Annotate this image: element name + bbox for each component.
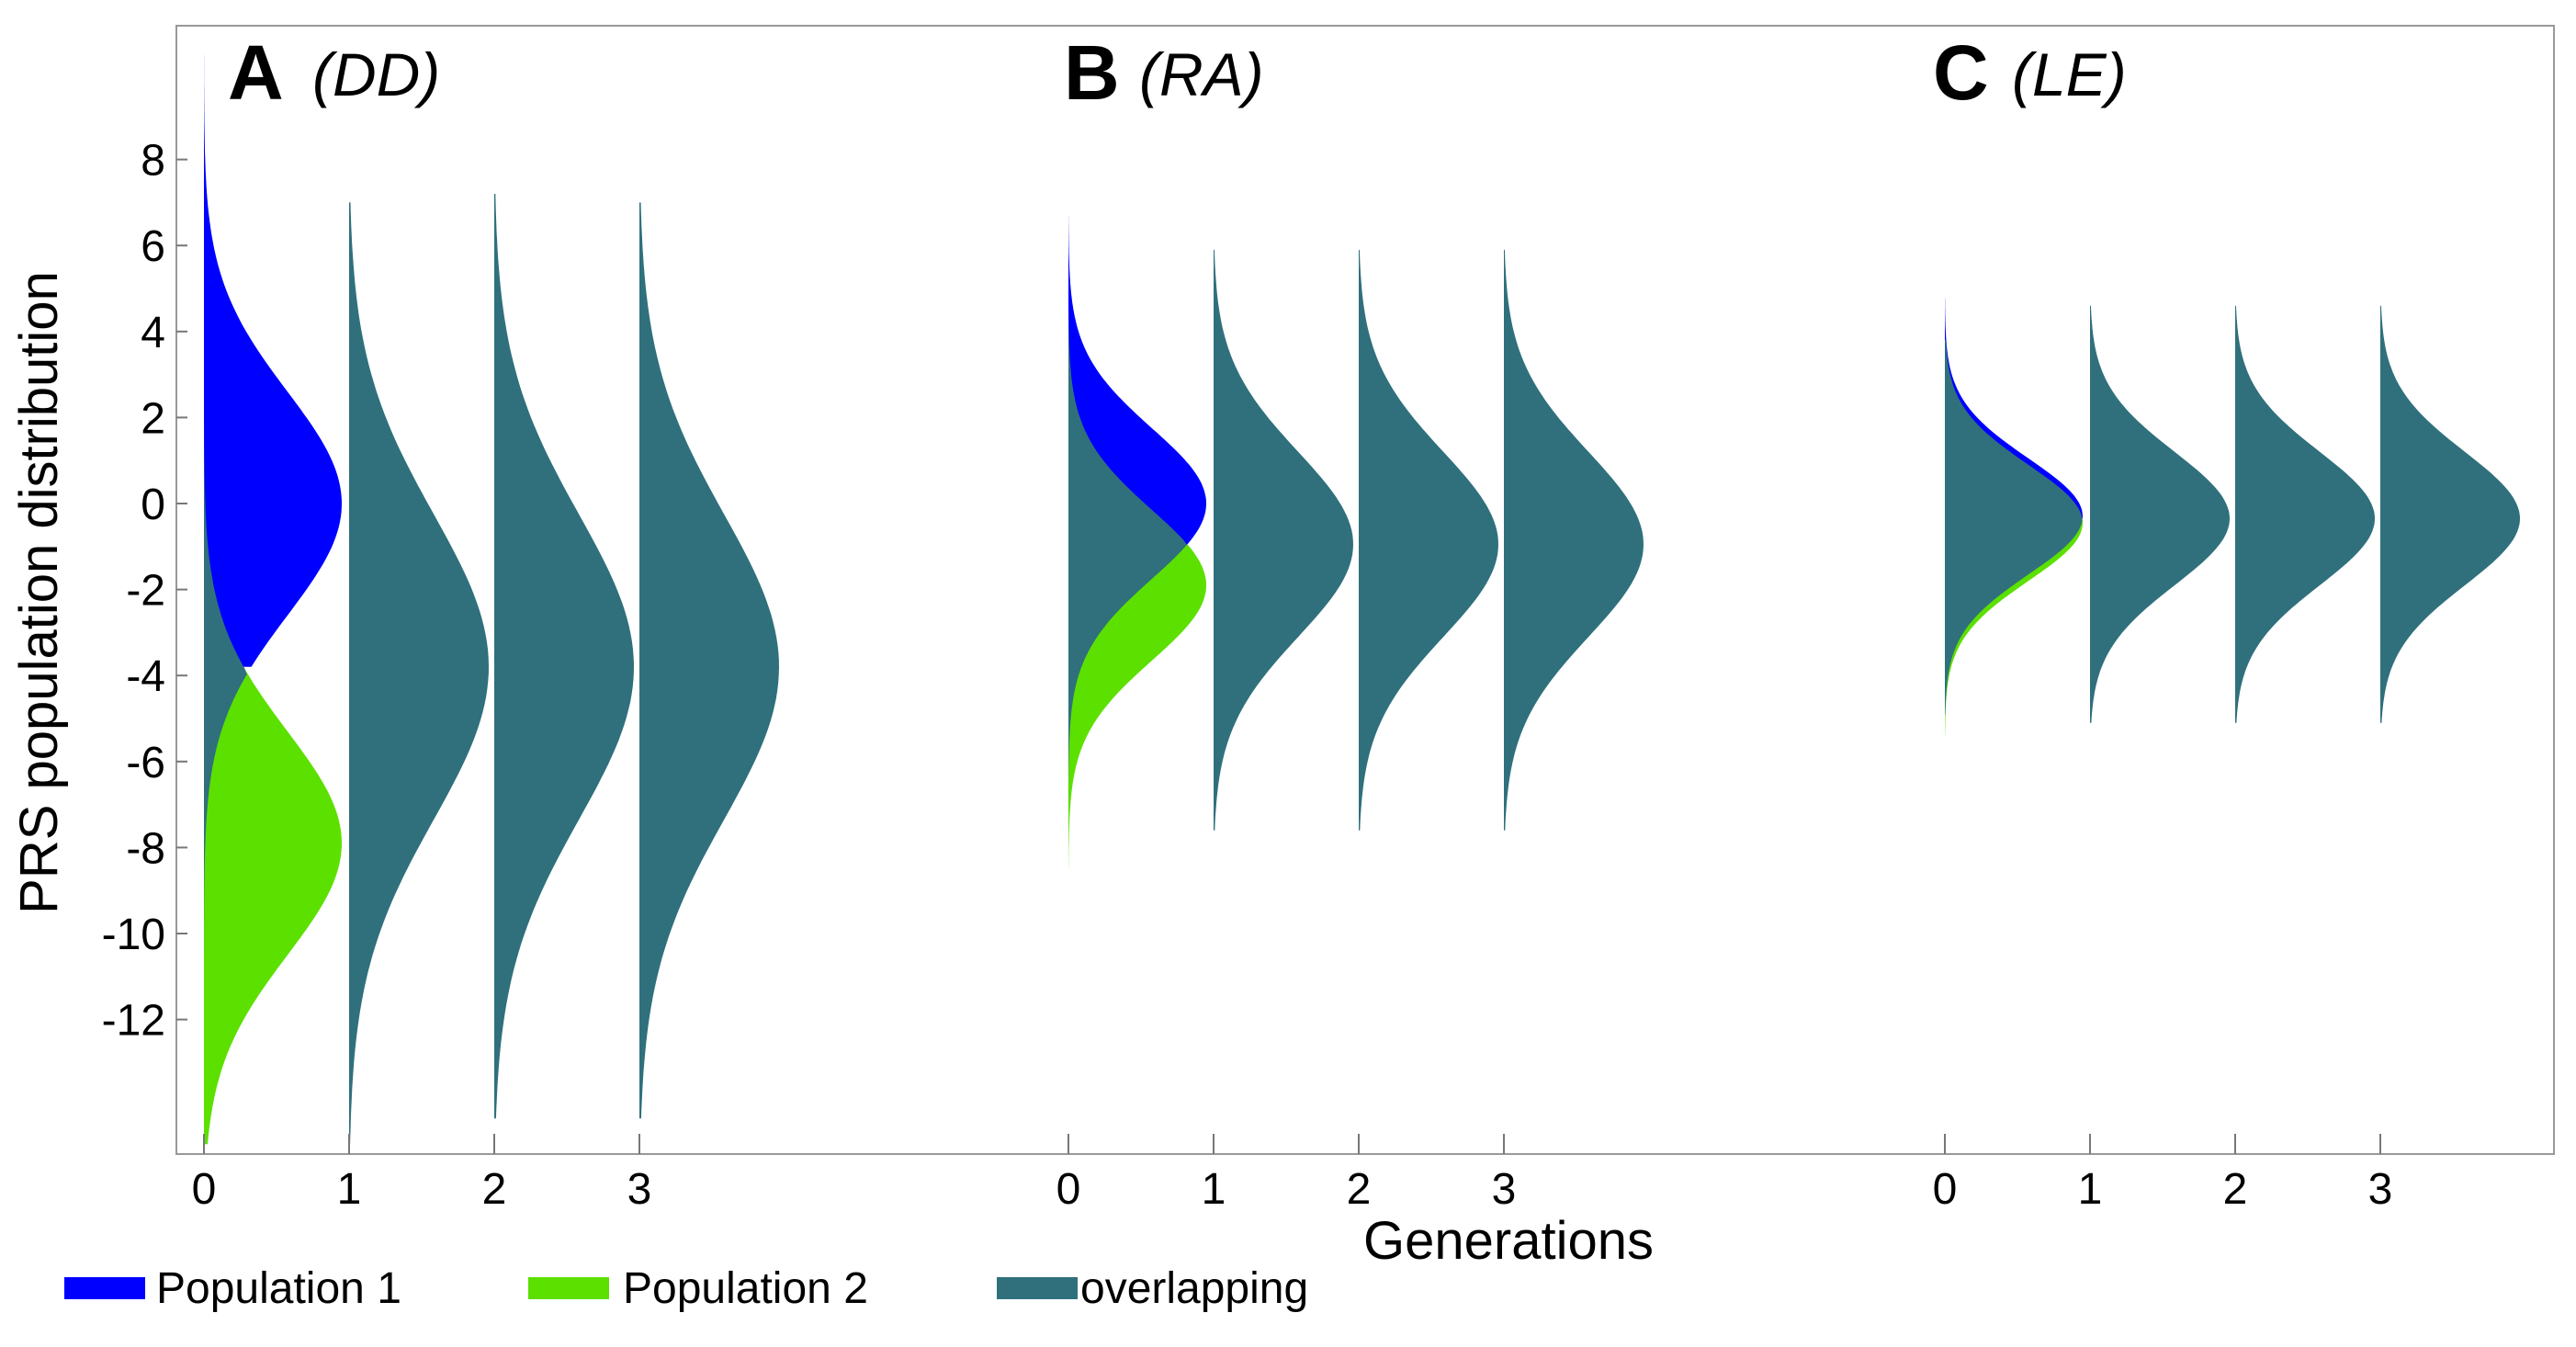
legend-label: Population 2 — [623, 1264, 868, 1313]
x-tick-label: 3 — [2368, 1165, 2393, 1214]
gen2-overlap — [1359, 249, 1498, 831]
y-tick-label: -6 — [126, 739, 165, 787]
x-tick-label: 1 — [337, 1165, 362, 1214]
panels: A (DD) 0 1 2 3 B (RA) 0 1 2 3 C (LE) 0 1 2 3 — [192, 29, 2520, 1214]
panel-c: C (LE) 0 1 2 3 — [1933, 29, 2520, 1214]
x-axis-title: Generations — [1363, 1211, 1654, 1271]
x-tick-label: 0 — [1933, 1165, 1958, 1214]
gen0-population-1 — [204, 47, 342, 667]
gen0-overlap — [1068, 310, 1187, 805]
legend-swatch — [528, 1277, 609, 1299]
gen3-overlap — [1504, 249, 1644, 831]
x-tick-label: 0 — [192, 1165, 217, 1214]
x-tick-label: 3 — [1492, 1165, 1517, 1214]
y-tick-label: -8 — [126, 824, 165, 873]
panel-tag: (RA) — [1139, 40, 1264, 108]
y-tick-label: 4 — [141, 309, 165, 357]
panel-tag: (DD) — [312, 40, 440, 108]
gen1-overlap — [349, 202, 489, 1145]
gen3-overlap — [639, 202, 779, 1119]
gen1-overlap — [2090, 305, 2230, 723]
panel-letter: A — [228, 29, 284, 116]
legend-label: overlapping — [1080, 1264, 1308, 1313]
y-tick-label: -12 — [102, 997, 165, 1046]
x-tick-label: 2 — [2223, 1165, 2248, 1214]
y-tick-label: 0 — [141, 481, 165, 529]
gen0-overlap — [204, 400, 247, 1033]
y-tick-label: -10 — [102, 911, 165, 959]
y-tick-label: 6 — [141, 222, 165, 271]
x-tick-label: 0 — [1056, 1165, 1081, 1214]
y-tick-label: 8 — [141, 137, 165, 186]
y-tick-label: 2 — [141, 394, 165, 443]
x-tick-label: 2 — [482, 1165, 507, 1214]
panel-letter: C — [1933, 29, 1989, 116]
legend-label: Population 1 — [156, 1264, 401, 1313]
panel-letter: B — [1064, 29, 1120, 116]
x-tick-label: 3 — [627, 1165, 652, 1214]
gen2-overlap — [2235, 305, 2375, 723]
y-tick-label: -4 — [126, 652, 165, 701]
gen3-overlap — [2380, 305, 2520, 723]
y-axis-ticks: 8 6 4 2 0 -2 -4 -6 -8 -10 -12 — [102, 137, 187, 1046]
y-axis-title: PRS population distribution — [9, 271, 69, 914]
legend-swatch — [64, 1277, 145, 1299]
gen1-overlap — [1214, 249, 1353, 831]
x-tick-label: 1 — [2078, 1165, 2103, 1214]
x-tick-label: 1 — [1202, 1165, 1226, 1214]
panel-a: A (DD) 0 1 2 3 — [192, 29, 779, 1214]
panel-tag: (LE) — [2012, 40, 2127, 108]
y-tick-label: -2 — [126, 567, 165, 616]
gen2-overlap — [494, 194, 634, 1119]
legend-swatch — [997, 1277, 1078, 1299]
gen0-overlap — [1945, 340, 2083, 715]
panel-b: B (RA) 0 1 2 3 — [1056, 29, 1644, 1214]
legend: Population 1 Population 2 overlapping — [64, 1264, 1308, 1313]
x-tick-label: 2 — [1347, 1165, 1372, 1214]
gen0-population-2 — [204, 666, 342, 1145]
